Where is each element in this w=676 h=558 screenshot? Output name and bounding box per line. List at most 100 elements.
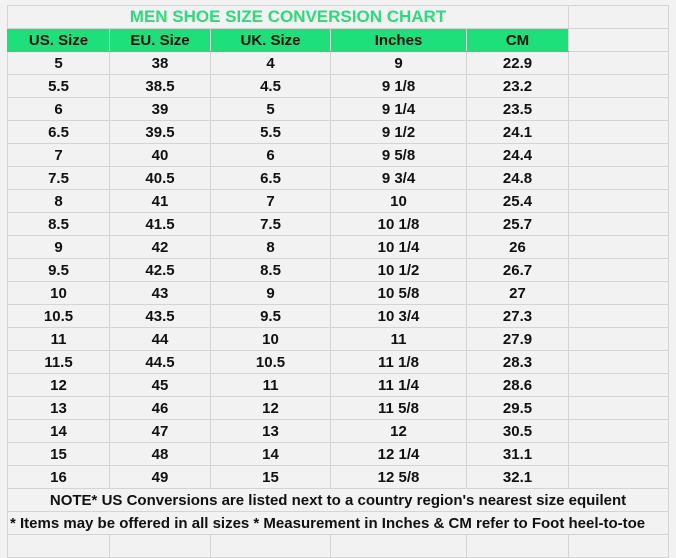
cell-eu-size[interactable]: 46 <box>109 396 211 420</box>
cell-eu-size[interactable]: 40 <box>109 143 211 167</box>
empty-cell[interactable] <box>568 120 669 144</box>
cell-eu-size[interactable]: 45 <box>109 373 211 397</box>
cell-us-size[interactable]: 9 <box>7 235 110 259</box>
cell-uk-size[interactable]: 14 <box>210 442 331 466</box>
empty-cell[interactable] <box>568 465 669 489</box>
cell-cm[interactable]: 26 <box>466 235 569 259</box>
empty-cell[interactable] <box>568 281 669 305</box>
empty-cell[interactable] <box>568 419 669 443</box>
cell-eu-size[interactable]: 44 <box>109 327 211 351</box>
empty-cell[interactable] <box>568 534 669 558</box>
cell-uk-size[interactable]: 7.5 <box>210 212 331 236</box>
cell-uk-size[interactable]: 5 <box>210 97 331 121</box>
cell-us-size[interactable]: 13 <box>7 396 110 420</box>
cell-us-size[interactable]: 11.5 <box>7 350 110 374</box>
cell-eu-size[interactable]: 47 <box>109 419 211 443</box>
cell-cm[interactable]: 23.2 <box>466 74 569 98</box>
cell-inches[interactable]: 10 5/8 <box>330 281 467 305</box>
cell-inches[interactable]: 9 5/8 <box>330 143 467 167</box>
cell-uk-size[interactable]: 13 <box>210 419 331 443</box>
cell-uk-size[interactable]: 10 <box>210 327 331 351</box>
cell-cm[interactable]: 23.5 <box>466 97 569 121</box>
cell-inches[interactable]: 10 1/4 <box>330 235 467 259</box>
cell-us-size[interactable]: 10.5 <box>7 304 110 328</box>
cell-cm[interactable]: 30.5 <box>466 419 569 443</box>
cell-cm[interactable]: 27.3 <box>466 304 569 328</box>
cell-cm[interactable]: 31.1 <box>466 442 569 466</box>
cell-inches[interactable]: 10 <box>330 189 467 213</box>
empty-cell[interactable] <box>7 534 110 558</box>
cell-inches[interactable]: 11 <box>330 327 467 351</box>
cell-us-size[interactable]: 10 <box>7 281 110 305</box>
empty-cell[interactable] <box>568 442 669 466</box>
cell-us-size[interactable]: 6.5 <box>7 120 110 144</box>
cell-cm[interactable]: 24.8 <box>466 166 569 190</box>
cell-us-size[interactable]: 6 <box>7 97 110 121</box>
empty-cell[interactable] <box>568 350 669 374</box>
empty-cell[interactable] <box>568 51 669 75</box>
cell-us-size[interactable]: 5 <box>7 51 110 75</box>
cell-uk-size[interactable]: 8.5 <box>210 258 331 282</box>
cell-inches[interactable]: 11 5/8 <box>330 396 467 420</box>
empty-cell[interactable] <box>568 5 669 29</box>
cell-uk-size[interactable]: 11 <box>210 373 331 397</box>
cell-cm[interactable]: 25.7 <box>466 212 569 236</box>
cell-uk-size[interactable]: 7 <box>210 189 331 213</box>
cell-uk-size[interactable]: 8 <box>210 235 331 259</box>
cell-us-size[interactable]: 9.5 <box>7 258 110 282</box>
cell-inches[interactable]: 9 <box>330 51 467 75</box>
cell-uk-size[interactable]: 10.5 <box>210 350 331 374</box>
cell-inches[interactable]: 9 1/8 <box>330 74 467 98</box>
cell-cm[interactable]: 26.7 <box>466 258 569 282</box>
empty-cell[interactable] <box>568 396 669 420</box>
empty-cell[interactable] <box>568 373 669 397</box>
cell-us-size[interactable]: 8 <box>7 189 110 213</box>
cell-cm[interactable]: 27 <box>466 281 569 305</box>
cell-eu-size[interactable]: 41 <box>109 189 211 213</box>
cell-eu-size[interactable]: 41.5 <box>109 212 211 236</box>
cell-cm[interactable]: 28.3 <box>466 350 569 374</box>
cell-inches[interactable]: 10 1/8 <box>330 212 467 236</box>
cell-cm[interactable]: 24.1 <box>466 120 569 144</box>
cell-inches[interactable]: 9 1/4 <box>330 97 467 121</box>
cell-cm[interactable]: 27.9 <box>466 327 569 351</box>
empty-cell[interactable] <box>109 534 211 558</box>
empty-cell[interactable] <box>568 189 669 213</box>
cell-eu-size[interactable]: 42 <box>109 235 211 259</box>
empty-cell[interactable] <box>210 534 331 558</box>
cell-eu-size[interactable]: 40.5 <box>109 166 211 190</box>
empty-cell[interactable] <box>568 327 669 351</box>
cell-cm[interactable]: 29.5 <box>466 396 569 420</box>
cell-uk-size[interactable]: 12 <box>210 396 331 420</box>
cell-eu-size[interactable]: 44.5 <box>109 350 211 374</box>
cell-inches[interactable]: 10 3/4 <box>330 304 467 328</box>
cell-uk-size[interactable]: 4.5 <box>210 74 331 98</box>
cell-us-size[interactable]: 16 <box>7 465 110 489</box>
cell-eu-size[interactable]: 48 <box>109 442 211 466</box>
empty-cell[interactable] <box>466 534 569 558</box>
empty-cell[interactable] <box>568 258 669 282</box>
cell-eu-size[interactable]: 39.5 <box>109 120 211 144</box>
cell-eu-size[interactable]: 38.5 <box>109 74 211 98</box>
empty-cell[interactable] <box>568 304 669 328</box>
cell-eu-size[interactable]: 39 <box>109 97 211 121</box>
cell-inches[interactable]: 11 1/4 <box>330 373 467 397</box>
cell-uk-size[interactable]: 9 <box>210 281 331 305</box>
cell-inches[interactable]: 12 5/8 <box>330 465 467 489</box>
cell-uk-size[interactable]: 6.5 <box>210 166 331 190</box>
cell-inches[interactable]: 9 1/2 <box>330 120 467 144</box>
cell-uk-size[interactable]: 9.5 <box>210 304 331 328</box>
cell-uk-size[interactable]: 4 <box>210 51 331 75</box>
cell-inches[interactable]: 12 1/4 <box>330 442 467 466</box>
cell-us-size[interactable]: 7.5 <box>7 166 110 190</box>
cell-cm[interactable]: 32.1 <box>466 465 569 489</box>
empty-cell[interactable] <box>568 74 669 98</box>
cell-inches[interactable]: 9 3/4 <box>330 166 467 190</box>
cell-us-size[interactable]: 7 <box>7 143 110 167</box>
cell-eu-size[interactable]: 38 <box>109 51 211 75</box>
cell-us-size[interactable]: 5.5 <box>7 74 110 98</box>
empty-cell[interactable] <box>568 212 669 236</box>
cell-us-size[interactable]: 12 <box>7 373 110 397</box>
cell-uk-size[interactable]: 15 <box>210 465 331 489</box>
empty-cell[interactable] <box>568 28 669 52</box>
